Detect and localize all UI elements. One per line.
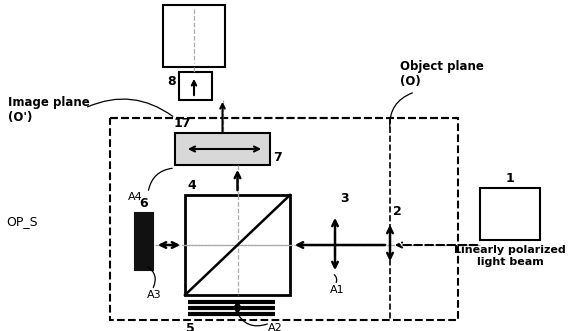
Text: A2: A2 [268, 323, 283, 331]
Text: 2: 2 [393, 205, 402, 218]
Text: 1: 1 [505, 172, 514, 185]
Text: 3: 3 [340, 192, 349, 205]
Bar [110, 118, 458, 320]
Bar [175, 133, 270, 165]
Text: 4: 4 [187, 179, 195, 192]
Text: OP_S: OP_S [6, 215, 38, 228]
Text: Image plane
(O'): Image plane (O') [8, 96, 90, 124]
Bar [163, 5, 225, 67]
Bar [179, 72, 212, 100]
Text: A3: A3 [147, 290, 161, 300]
Text: 8: 8 [167, 75, 176, 88]
Bar [135, 213, 153, 270]
Bar [389, 118, 391, 320]
Text: Linearly polarized
light beam: Linearly polarized light beam [454, 245, 566, 266]
Text: 7: 7 [273, 151, 282, 164]
Text: A1: A1 [330, 285, 345, 295]
Text: 9: 9 [161, 0, 170, 2]
Text: Object plane
(O): Object plane (O) [400, 60, 484, 88]
Bar [185, 195, 290, 295]
Text: 5: 5 [186, 322, 195, 331]
Bar [480, 188, 540, 240]
Text: 6: 6 [140, 197, 149, 210]
Text: A4: A4 [128, 192, 143, 202]
Text: 17: 17 [174, 117, 191, 130]
